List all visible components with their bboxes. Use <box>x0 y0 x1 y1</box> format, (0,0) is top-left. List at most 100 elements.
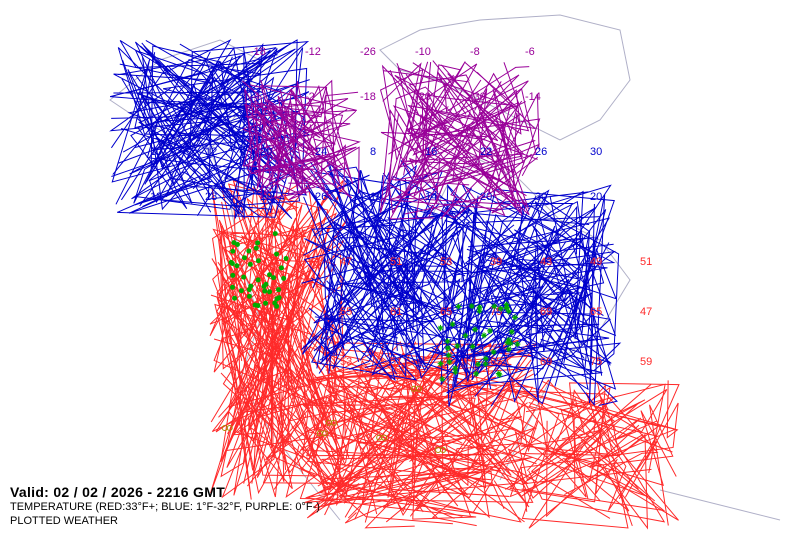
warm-contour <box>515 380 679 502</box>
very-cold-contour <box>259 84 341 201</box>
snow-symbol <box>468 303 475 310</box>
cold-contour <box>461 232 617 337</box>
contour-label: -18 <box>250 46 266 58</box>
rain-symbol <box>238 288 244 294</box>
very-cold-contour <box>262 81 349 150</box>
cold-contour <box>441 211 604 407</box>
warm-contour <box>218 219 311 460</box>
snow-symbol <box>476 304 483 311</box>
very-cold-contour <box>245 138 317 195</box>
very-cold-contour <box>403 73 525 165</box>
very-cold-contour <box>440 88 497 220</box>
rain-symbol <box>230 272 236 278</box>
snow-symbol <box>505 346 512 353</box>
contour-label: 53 <box>340 356 352 368</box>
cold-contour <box>134 120 285 210</box>
temperature-legend: TEMPERATURE (RED:33°F+; BLUE: 1°F-32°F, … <box>10 501 320 513</box>
very-cold-contour <box>398 102 471 197</box>
contour-label: 55 <box>340 306 352 318</box>
snow-symbol <box>503 304 510 311</box>
contour-label: 39 <box>490 256 502 268</box>
very-cold-contour <box>245 90 352 181</box>
contour-label: 16 <box>425 146 437 158</box>
cold-contour <box>129 56 249 175</box>
coastline <box>659 489 781 521</box>
rain-symbol <box>267 289 273 295</box>
very-cold-contour <box>248 98 353 199</box>
snow-symbol <box>445 352 452 359</box>
cold-contour <box>463 195 610 357</box>
cold-contour <box>126 55 241 204</box>
cold-contour <box>454 251 574 388</box>
cold-contour <box>466 248 617 370</box>
contour-label: 12 <box>205 146 217 158</box>
contour-label: 51 <box>390 256 402 268</box>
contour-label: 53 <box>440 256 452 268</box>
haze-symbol <box>226 425 233 432</box>
warm-contour <box>521 456 666 512</box>
rain-symbol <box>283 255 289 261</box>
warm-contour <box>520 402 679 512</box>
snow-symbol <box>452 365 459 372</box>
snow-symbol <box>503 301 510 308</box>
warm-contour <box>521 417 642 497</box>
haze-symbol <box>381 434 388 441</box>
contour-label: 26 <box>315 191 327 203</box>
very-cold-contour <box>253 99 325 161</box>
very-cold-contour <box>425 64 516 206</box>
cold-contour <box>161 49 276 210</box>
rain-symbol <box>278 265 284 271</box>
snow-symbol <box>508 328 515 335</box>
cold-contour <box>119 63 278 200</box>
very-cold-contour <box>244 91 359 180</box>
snow-symbol <box>475 361 482 368</box>
contour-label: 20 <box>480 191 492 203</box>
very-cold-contour <box>380 86 511 202</box>
haze-symbol <box>415 385 422 392</box>
cold-contour <box>304 216 480 369</box>
rain-symbol <box>246 248 252 254</box>
rain-symbol <box>276 287 282 293</box>
warm-contour <box>209 180 298 392</box>
contour-label: 20 <box>260 146 272 158</box>
cold-contour <box>491 195 605 295</box>
rain-symbol <box>253 245 259 251</box>
warm-contour <box>320 380 522 523</box>
contour-label: 59 <box>640 356 652 368</box>
rain-symbol <box>234 241 240 247</box>
very-cold-contour <box>244 88 300 195</box>
rain-symbol <box>229 284 235 290</box>
cold-contour <box>323 170 435 323</box>
cold-contour <box>311 203 440 375</box>
contour-label: 8 <box>370 146 376 158</box>
warm-contour <box>409 342 515 462</box>
cold-contour <box>367 217 461 353</box>
rain-symbol <box>234 263 240 269</box>
cold-contour <box>140 92 212 213</box>
cold-contour <box>534 256 579 394</box>
snow-symbol <box>444 345 451 352</box>
warm-contour <box>220 185 329 446</box>
very-cold-contour <box>397 61 518 139</box>
cold-contour <box>134 45 281 167</box>
snow-symbol <box>505 336 512 343</box>
very-cold-contour <box>405 74 452 219</box>
contour-label: -4 <box>250 91 260 103</box>
cold-contour <box>122 65 262 190</box>
warm-contour <box>211 206 318 433</box>
rain-symbol <box>229 261 235 267</box>
rain-symbol <box>255 277 261 283</box>
cold-contour <box>312 166 421 310</box>
rain-symbol <box>230 248 236 254</box>
very-cold-contour <box>389 89 524 216</box>
contour-label: -10 <box>415 46 431 58</box>
warm-contour <box>220 255 295 478</box>
cold-contour <box>464 224 611 366</box>
warm-contour <box>528 433 649 530</box>
rain-symbol <box>246 293 252 299</box>
warm-contour <box>302 345 404 491</box>
cold-contour <box>121 76 308 198</box>
contour-label: 18 <box>150 191 162 203</box>
snow-symbol <box>491 303 498 310</box>
